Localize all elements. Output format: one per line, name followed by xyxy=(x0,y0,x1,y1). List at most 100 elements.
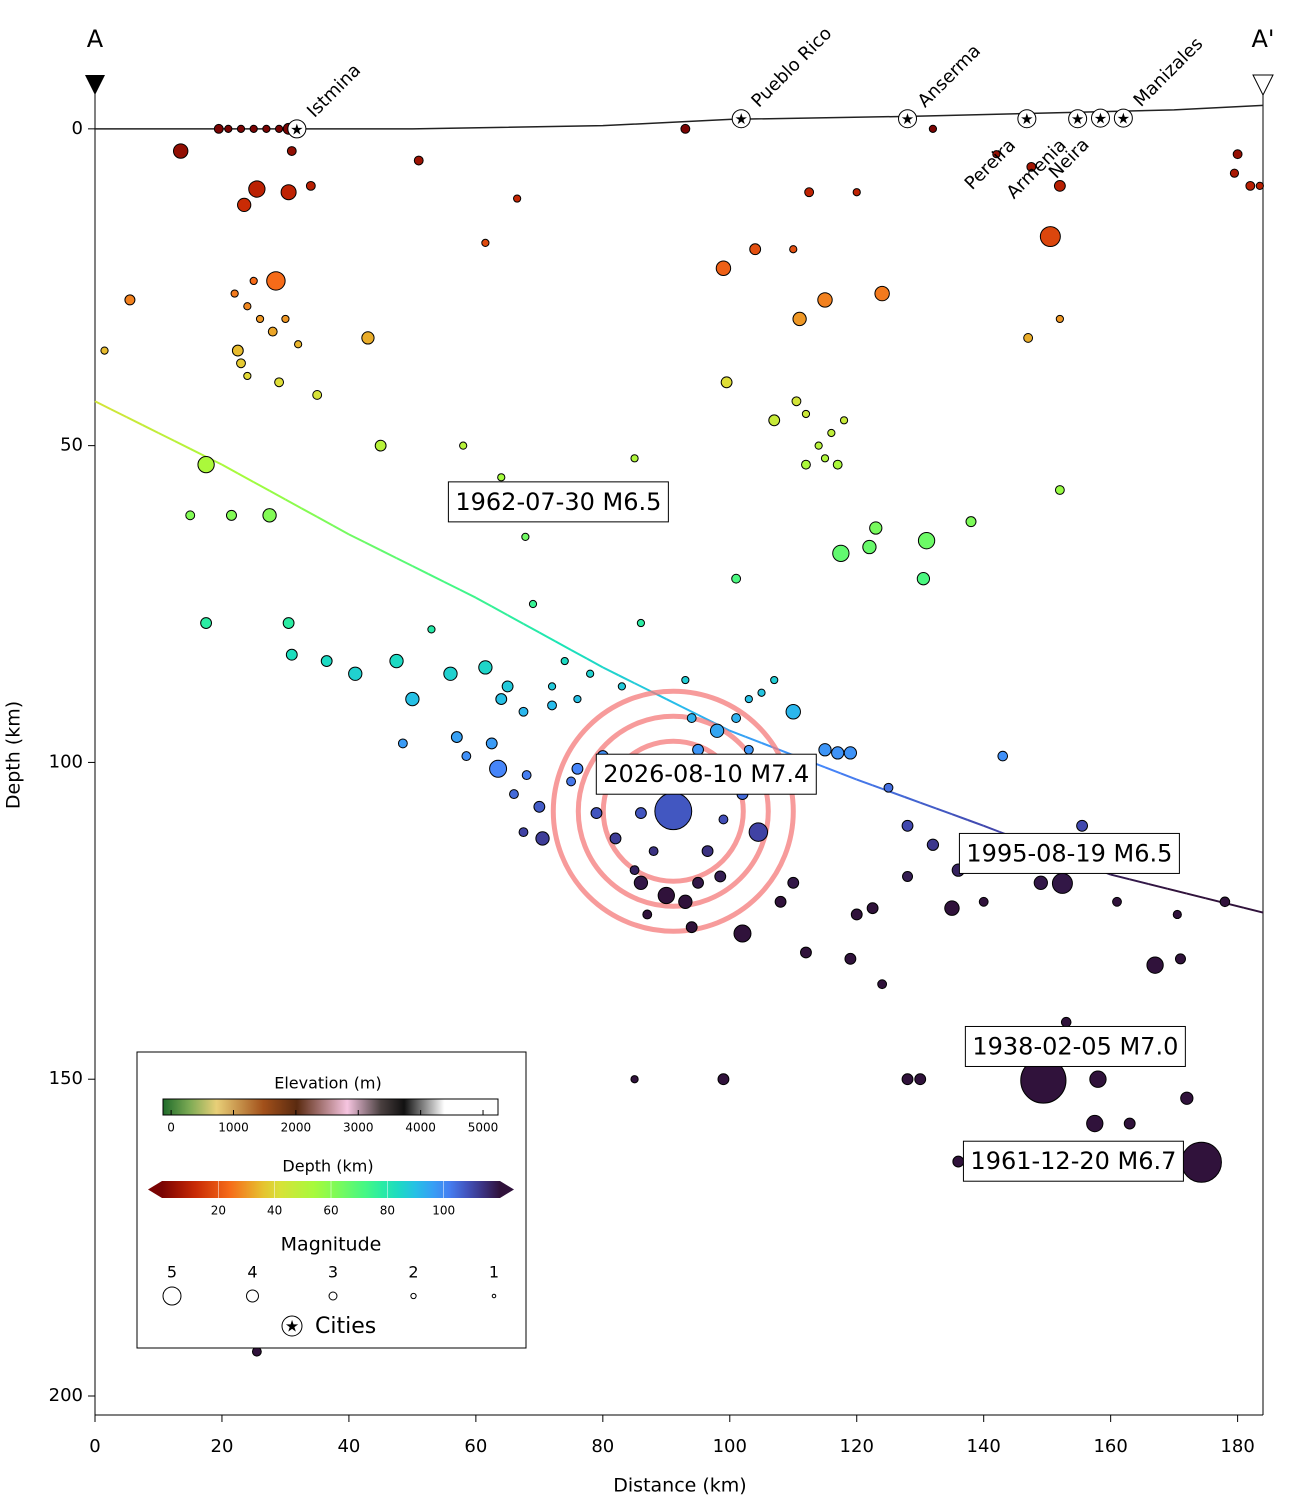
epicenter-ring xyxy=(575,713,771,909)
earthquake xyxy=(901,819,914,832)
earthquake xyxy=(1051,872,1073,894)
earthquake xyxy=(952,1155,965,1168)
earthquake xyxy=(648,846,659,857)
annotation-text: 1961-12-20 M6.7 xyxy=(970,1147,1176,1175)
earthquake xyxy=(642,909,653,920)
magnitude-label: 3 xyxy=(328,1263,338,1282)
earthquake xyxy=(1255,181,1264,190)
earthquake xyxy=(1146,956,1164,974)
earthquake xyxy=(657,886,675,905)
slab-segment xyxy=(158,432,175,442)
earthquake xyxy=(262,124,271,133)
earthquake xyxy=(636,618,646,628)
elevation-tick-label: 0 xyxy=(167,1121,175,1135)
earthquake xyxy=(866,902,879,915)
x-tick-label: 100 xyxy=(713,1436,747,1457)
earthquake xyxy=(348,666,363,681)
earthquake xyxy=(172,143,189,159)
earthquake xyxy=(720,376,733,389)
earthquake xyxy=(902,870,914,882)
earthquake xyxy=(267,326,278,337)
elevation-tick-label: 5000 xyxy=(468,1121,499,1135)
x-tick-label: 80 xyxy=(591,1436,614,1457)
earthquake xyxy=(869,521,883,535)
slab-segment xyxy=(126,416,144,426)
earthquake xyxy=(285,648,298,661)
earthquake xyxy=(255,314,265,324)
elevation-tick-label: 2000 xyxy=(281,1121,312,1135)
earthquake xyxy=(320,655,333,667)
earthquake xyxy=(509,789,519,800)
elevation-colorbar xyxy=(162,1098,499,1116)
earthquake xyxy=(1174,953,1186,965)
earthquake xyxy=(1039,226,1061,248)
earthquake xyxy=(997,750,1009,762)
earthquake xyxy=(634,807,647,820)
magnitude-symbol xyxy=(328,1291,338,1301)
earthquake xyxy=(427,625,436,634)
earthquake xyxy=(804,187,815,198)
slab-segment xyxy=(665,698,683,708)
y-tick-label: 150 xyxy=(49,1068,83,1089)
slab-segment xyxy=(729,729,747,738)
x-tick-label: 40 xyxy=(337,1436,360,1457)
city-star: ★ xyxy=(1094,110,1107,128)
slab-segment xyxy=(173,439,191,450)
earthquake xyxy=(916,572,931,586)
earthquake xyxy=(1086,1114,1104,1133)
earthquake xyxy=(397,738,408,749)
earthquake xyxy=(844,952,857,965)
slab-segment xyxy=(935,807,953,816)
earthquake xyxy=(361,331,375,345)
earthquake xyxy=(787,876,800,889)
slab-segment xyxy=(380,549,397,559)
x-tick-label: 160 xyxy=(1093,1436,1127,1457)
earthquake xyxy=(928,124,938,133)
earthquake xyxy=(497,473,506,482)
slab-segment xyxy=(1110,873,1130,881)
earthquake xyxy=(709,723,725,738)
earthquake xyxy=(249,276,258,286)
earthquake xyxy=(1023,333,1034,343)
earthquake xyxy=(801,459,811,470)
x-tick-label: 140 xyxy=(967,1436,1001,1457)
earthquake xyxy=(225,509,237,521)
magnitude-label: 4 xyxy=(247,1263,257,1282)
earthquake xyxy=(461,751,472,762)
earthquake xyxy=(832,544,850,562)
slab-segment xyxy=(189,447,207,458)
elevation-tick-label: 4000 xyxy=(405,1121,436,1135)
earthquake xyxy=(801,409,811,419)
earthquake xyxy=(518,706,529,717)
earthquake xyxy=(262,508,277,523)
earthquake xyxy=(978,896,989,907)
slab-segment xyxy=(300,507,318,518)
slab-segment xyxy=(856,778,873,787)
earthquake xyxy=(231,344,244,357)
slab-segment xyxy=(570,649,588,660)
epicenter-ring xyxy=(600,738,746,884)
earthquake xyxy=(877,979,888,990)
end-marker xyxy=(1252,74,1274,97)
slab-segment xyxy=(983,824,1000,833)
magnitude-label: 1 xyxy=(489,1263,499,1282)
depth-colorbar-extend xyxy=(500,1181,514,1198)
slab-segment xyxy=(269,489,286,501)
earthquake xyxy=(792,311,807,327)
earthquake xyxy=(274,377,285,388)
epicenter-ring xyxy=(550,688,796,934)
magnitude-symbol xyxy=(491,1293,497,1299)
city-star: ★ xyxy=(290,120,303,138)
slab-segment xyxy=(522,622,540,634)
earthquake xyxy=(757,688,766,697)
slab-segment xyxy=(142,424,159,434)
earthquake xyxy=(185,510,196,521)
earthquake xyxy=(405,691,420,707)
earthquake xyxy=(852,188,861,197)
earthquake xyxy=(535,831,550,846)
magnitude-title: Magnitude xyxy=(281,1234,382,1256)
earthquake xyxy=(832,459,843,470)
earthquake xyxy=(843,746,858,760)
earthquake xyxy=(748,822,769,842)
